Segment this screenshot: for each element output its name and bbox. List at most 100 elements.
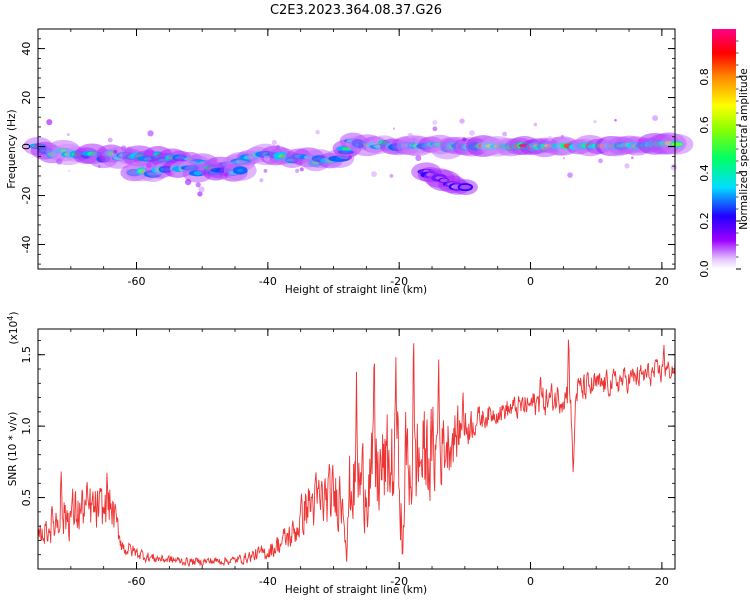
colorbar-gradient (712, 29, 736, 269)
spectral-speckle (195, 182, 201, 188)
colorbar-ticks: 0.0 0.2 0.4 0.6 0.8 (698, 40, 741, 278)
spectral-core (671, 142, 683, 146)
spectral-speckle (242, 177, 246, 180)
spectral-speckle (560, 134, 564, 138)
spectral-speckle (107, 137, 113, 143)
spectral-speckle (631, 156, 634, 160)
spectral-speckle (315, 130, 320, 135)
spectral-speckle (459, 118, 465, 124)
colorbar: 0.0 0.2 0.4 0.6 0.8 Normalized spectral ampl… (698, 29, 750, 278)
colorbar-label: Normalized spectral amplitude (738, 68, 750, 229)
spectral-speckle (415, 155, 422, 162)
spectrogram-frame (37, 28, 676, 270)
spectrogram-heatmap (23, 115, 694, 197)
spectral-speckle (198, 186, 205, 193)
y-tick-label: 20 (20, 91, 33, 105)
spectral-speckle (197, 191, 203, 197)
spectral-speckle (68, 169, 71, 172)
spectral-speckle (500, 146, 507, 153)
snr-xlabel: Height of straight line (km) (285, 584, 427, 596)
spectral-speckle (147, 130, 154, 137)
spectral-speckle (432, 120, 438, 125)
spectral-speckle (299, 167, 304, 172)
spectral-speckle (312, 157, 318, 162)
spectral-speckle (432, 126, 438, 132)
spectral-core (459, 184, 471, 190)
spectral-speckle (224, 172, 229, 177)
spectral-speckle (56, 158, 63, 165)
spectrogram-ticks: -60 -40 -20 0 20 -40 -20 0 20 40 (20, 28, 675, 288)
spectral-speckle (371, 171, 377, 178)
y-tick-label: -20 (20, 187, 33, 205)
spectral-speckle (165, 171, 168, 174)
colorbar-tick-label: 0.0 (698, 260, 711, 278)
spectral-speckle (407, 132, 414, 139)
spectral-speckle (502, 131, 508, 137)
figure-title: C2E3.2023.364.08.37.G26 (270, 3, 442, 18)
spectral-speckle (113, 149, 118, 154)
spectral-speckle (670, 164, 677, 171)
y-tick-label: 1.0 (20, 417, 33, 435)
x-tick-label: 20 (655, 275, 669, 288)
x-tick-label: 20 (655, 575, 669, 588)
spectral-speckle (593, 120, 597, 124)
spectral-speckle (456, 143, 462, 149)
snr-frame (37, 328, 676, 570)
spectral-speckle (628, 146, 634, 151)
colorbar-tick-label: 0.4 (698, 164, 711, 182)
spectral-speckle (66, 133, 70, 137)
spectral-speckle (263, 155, 270, 162)
spectral-speckle (259, 178, 264, 183)
spectral-speckle (614, 119, 617, 122)
spectrogram-panel: -60 -40 -20 0 20 -40 -20 0 20 40 Height of straig… (6, 28, 694, 296)
spectral-speckle (567, 172, 573, 178)
spectral-speckle (562, 157, 565, 160)
spectral-speckle (389, 173, 394, 178)
spectral-speckle (126, 146, 132, 152)
spectral-speckle (295, 168, 300, 173)
spectral-speckle (639, 152, 642, 156)
snr-ylabel: SNR (10 * v/v) (7, 412, 19, 487)
x-tick-label: -20 (390, 575, 408, 588)
spectral-speckle (469, 130, 475, 136)
x-tick-label: -60 (128, 575, 146, 588)
spectrogram-xlabel: Height of straight line (km) (285, 284, 427, 296)
y-tick-label: 0.5 (20, 489, 33, 507)
spectral-speckle (99, 156, 106, 163)
x-tick-label: 0 (527, 575, 534, 588)
colorbar-tick-label: 0.2 (698, 212, 711, 230)
y-tick-label: 0 (20, 143, 33, 150)
spectral-speckle (46, 119, 53, 126)
spectral-speckle (263, 168, 268, 173)
spectral-speckle (652, 115, 659, 122)
snr-scale-label: (x104) (6, 312, 20, 345)
spectral-speckle (221, 175, 226, 180)
snr-ticks: -60 -40 -20 0 20 0.5 1.0 1.5 (20, 329, 675, 588)
y-tick-label: 1.5 (20, 346, 33, 364)
x-tick-label: -40 (259, 575, 277, 588)
spectral-speckle (624, 163, 630, 169)
colorbar-tick-label: 0.8 (698, 68, 711, 86)
snr-series-line (37, 339, 676, 567)
spectral-speckle (462, 137, 467, 142)
spectral-speckle (357, 142, 364, 149)
y-tick-label: 40 (20, 42, 33, 56)
spectral-speckle (547, 135, 553, 142)
spectral-speckle (533, 122, 538, 127)
spectral-speckle (392, 127, 396, 130)
y-tick-label: -40 (20, 236, 33, 254)
spectral-speckle (271, 139, 277, 146)
spectral-speckle (184, 178, 192, 186)
spectral-speckle (98, 165, 101, 168)
spectral-speckle (372, 138, 378, 143)
spectral-speckle (348, 155, 352, 160)
spectral-speckle (146, 162, 152, 168)
snr-background (38, 329, 675, 569)
x-tick-label: -20 (390, 275, 408, 288)
colorbar-tick-label: 0.6 (698, 116, 711, 134)
spectral-speckle (120, 145, 127, 151)
spectrogram-ylabel: Frequency (Hz) (6, 109, 18, 188)
snr-panel: -60 -40 -20 0 20 0.5 1.0 1.5 Height of straight… (6, 312, 676, 596)
spectral-speckle (598, 158, 603, 164)
